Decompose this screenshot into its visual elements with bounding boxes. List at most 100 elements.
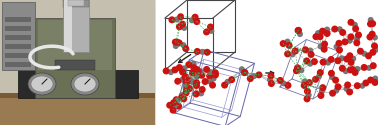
Ellipse shape [321,40,328,48]
Ellipse shape [203,28,210,35]
Ellipse shape [304,88,311,95]
Bar [5,44,31,49]
Ellipse shape [329,74,335,80]
Ellipse shape [337,26,343,32]
Ellipse shape [354,36,360,42]
Bar [18,70,138,98]
Ellipse shape [325,60,331,66]
Ellipse shape [193,66,200,73]
Ellipse shape [193,79,200,86]
Ellipse shape [317,69,324,76]
Ellipse shape [357,48,364,55]
Ellipse shape [347,33,355,40]
Ellipse shape [186,85,193,92]
Ellipse shape [339,65,346,72]
Ellipse shape [173,96,180,103]
Ellipse shape [183,86,190,94]
Ellipse shape [212,69,219,76]
Ellipse shape [194,74,200,80]
Ellipse shape [303,57,310,64]
Bar [5,53,31,58]
Ellipse shape [346,52,353,59]
Ellipse shape [208,69,214,75]
Ellipse shape [339,55,345,61]
Ellipse shape [174,16,180,22]
Ellipse shape [355,66,361,72]
Ellipse shape [347,38,353,44]
Ellipse shape [335,83,341,90]
Ellipse shape [176,64,183,71]
Ellipse shape [198,72,205,79]
Ellipse shape [319,88,325,94]
Ellipse shape [318,44,324,50]
Ellipse shape [267,77,273,83]
Ellipse shape [306,79,313,86]
Ellipse shape [307,61,313,67]
Ellipse shape [329,90,336,97]
Ellipse shape [268,72,274,79]
Ellipse shape [195,70,202,76]
Bar [5,35,31,40]
Ellipse shape [228,76,235,83]
Ellipse shape [31,76,53,92]
Ellipse shape [201,78,209,85]
Ellipse shape [295,27,302,34]
Ellipse shape [179,21,186,28]
Ellipse shape [180,95,187,102]
Bar [35,18,115,98]
Ellipse shape [359,83,365,89]
Ellipse shape [284,50,291,57]
Ellipse shape [163,68,170,74]
Ellipse shape [331,26,338,32]
Ellipse shape [183,90,189,96]
Ellipse shape [239,66,245,72]
Ellipse shape [343,68,349,74]
Ellipse shape [350,56,356,62]
Bar [5,26,31,31]
Bar [0,0,155,125]
Bar [0,93,155,98]
Ellipse shape [336,46,343,54]
Ellipse shape [206,73,213,80]
Bar [38,20,112,70]
Ellipse shape [247,75,254,82]
Ellipse shape [251,73,257,79]
Ellipse shape [193,18,200,25]
Ellipse shape [285,39,291,45]
Ellipse shape [193,90,200,98]
Ellipse shape [169,16,175,23]
Ellipse shape [182,73,189,80]
Ellipse shape [363,80,369,86]
Ellipse shape [328,56,335,63]
Ellipse shape [372,79,378,86]
Ellipse shape [344,82,351,88]
Ellipse shape [189,78,195,84]
Ellipse shape [183,78,191,85]
Ellipse shape [321,46,328,53]
Ellipse shape [199,86,206,93]
Ellipse shape [372,76,378,82]
Ellipse shape [319,28,326,35]
Ellipse shape [168,69,174,75]
Ellipse shape [293,67,300,74]
Bar [64,0,72,52]
Ellipse shape [313,33,319,40]
Ellipse shape [286,42,293,49]
Ellipse shape [241,69,248,76]
Ellipse shape [180,77,185,83]
Ellipse shape [306,92,312,98]
Ellipse shape [320,59,327,66]
Ellipse shape [193,82,200,89]
Ellipse shape [285,82,291,89]
Ellipse shape [367,76,374,84]
Ellipse shape [361,51,367,57]
Ellipse shape [28,73,56,95]
Ellipse shape [370,62,377,69]
Ellipse shape [212,71,219,78]
Ellipse shape [280,40,287,47]
Bar [55,60,95,70]
Ellipse shape [198,90,204,96]
Ellipse shape [333,88,339,94]
Ellipse shape [352,69,359,76]
Ellipse shape [185,78,192,84]
